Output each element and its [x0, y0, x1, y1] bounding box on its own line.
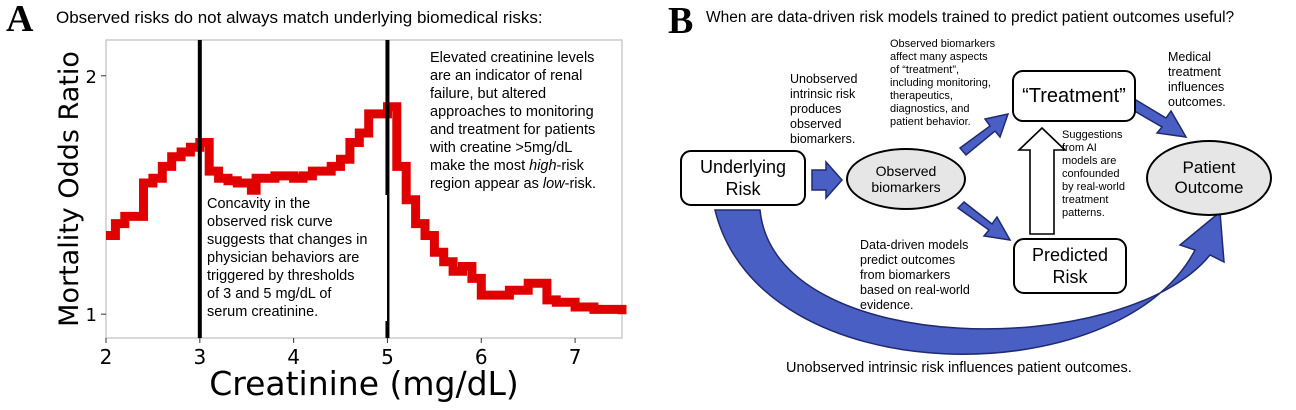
- x-tick-label: 3: [193, 345, 206, 369]
- annotation-left: Concavity in the observed risk curve sug…: [207, 195, 387, 321]
- y-tick-label: 2: [86, 67, 97, 88]
- panel-b-letter: B: [668, 0, 694, 42]
- node-observed-biomarkers: Observed biomarkers: [846, 148, 966, 210]
- panel-a-title: Observed risks do not always match under…: [56, 8, 543, 27]
- panel-b-title: When are data-driven risk models trained…: [706, 9, 1235, 26]
- annotation-right-line-7: make the most high-risk: [430, 158, 584, 174]
- x-tick-label: 6: [475, 345, 488, 369]
- note-unobserved-intrinsic: Unobserved intrinsic risk produces obser…: [790, 72, 858, 146]
- note-suggestions: Suggestions from AI models are confounde…: [1062, 129, 1125, 219]
- note-medical-treatment: Medical treatment influences outcomes.: [1168, 50, 1226, 109]
- node-treatment: “Treatment”: [1012, 70, 1136, 122]
- x-tick-label: 5: [381, 345, 394, 369]
- y-axis-label: Mortality Odds Ratio: [54, 51, 85, 327]
- arrow-biomarkers-to-predicted: [956, 200, 1012, 241]
- panel-a-letter: A: [6, 0, 34, 40]
- annotation-right: Elevated creatinine levels are an indica…: [430, 49, 630, 193]
- node-predicted-risk: Predicted Risk: [1013, 238, 1127, 294]
- risk-curve-line: [106, 102, 627, 315]
- x-tick-label: 2: [100, 345, 113, 369]
- x-tick-label: 4: [287, 345, 300, 369]
- note-bottom: Unobserved intrinsic risk influences pat…: [786, 360, 1132, 376]
- node-underlying-risk: Underlying Risk: [680, 150, 806, 206]
- arrow-risk-to-biomarkers: [811, 160, 844, 200]
- x-axis-label: Creatinine (mg/dL): [209, 364, 519, 403]
- arrow-treatment-to-outcome: [1129, 98, 1188, 138]
- y-tick-label: 1: [86, 305, 97, 326]
- arrow-predicted-to-treatment: [1017, 126, 1067, 235]
- node-patient-outcome: Patient Outcome: [1146, 140, 1272, 216]
- arrow-biomarkers-to-treatment: [958, 112, 1010, 157]
- plot-frame: [105, 39, 623, 339]
- annotation-right-line-8: region appear as low-risk.: [430, 176, 597, 192]
- x-tick-label: 7: [569, 345, 582, 369]
- note-biomarkers-affect: Observed biomarkers affect many aspects …: [890, 38, 996, 128]
- note-data-driven: Data-driven models predict outcomes from…: [860, 238, 970, 312]
